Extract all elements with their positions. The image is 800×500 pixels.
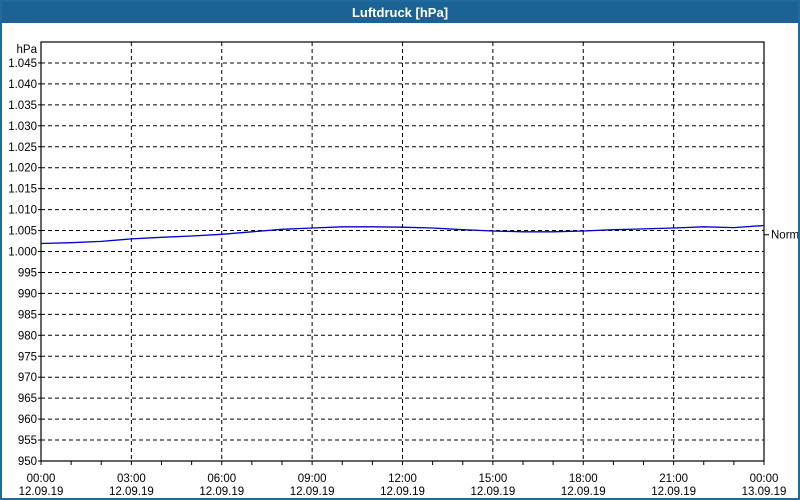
y-tick-label: 990 xyxy=(18,288,37,300)
x-tick-date-label: 12.09.19 xyxy=(19,486,64,498)
y-tick-label: 1.045 xyxy=(8,58,37,70)
x-tick-time-label: 06:00 xyxy=(207,473,236,485)
x-tick-date-label: 12.09.19 xyxy=(561,486,606,498)
y-tick-label: 1.010 xyxy=(8,205,37,217)
y-tick-label: 1.020 xyxy=(8,163,37,175)
x-tick-time-label: 18:00 xyxy=(569,473,598,485)
normal-marker-label: Normal xyxy=(771,230,798,242)
y-tick-label: 960 xyxy=(18,414,37,426)
y-axis-unit-label: hPa xyxy=(17,44,38,56)
x-tick-date-label: 12.09.19 xyxy=(109,486,154,498)
x-tick-date-label: 12.09.19 xyxy=(651,486,696,498)
y-tick-label: 985 xyxy=(18,309,37,321)
y-tick-label: 1.000 xyxy=(8,247,37,259)
plot-border xyxy=(40,41,765,462)
x-tick-time-label: 00:00 xyxy=(750,473,779,485)
x-tick-time-label: 09:00 xyxy=(298,473,327,485)
y-tick-label: 1.040 xyxy=(8,79,37,91)
window-title: Luftdruck [hPa] xyxy=(351,5,449,20)
y-tick-label: 1.025 xyxy=(8,142,37,154)
y-tick-label: 1.005 xyxy=(8,226,37,238)
x-tick-time-label: 03:00 xyxy=(117,473,146,485)
y-tick-label: 975 xyxy=(18,351,37,363)
y-tick-label: 995 xyxy=(18,267,37,279)
y-tick-label: 1.030 xyxy=(8,121,37,133)
x-tick-date-label: 13.09.19 xyxy=(742,486,787,498)
x-tick-date-label: 12.09.19 xyxy=(470,486,515,498)
pressure-series-line xyxy=(40,224,765,245)
x-tick-date-label: 12.09.19 xyxy=(199,486,244,498)
x-tick-time-label: 00:00 xyxy=(27,473,56,485)
y-tick-label: 950 xyxy=(18,456,37,468)
y-tick-label: 1.015 xyxy=(8,184,37,196)
x-tick-time-label: 21:00 xyxy=(659,473,688,485)
window-titlebar: Luftdruck [hPa] xyxy=(2,2,798,23)
y-tick-label: 965 xyxy=(18,393,37,405)
y-tick-label: 955 xyxy=(18,435,37,447)
x-tick-date-label: 12.09.19 xyxy=(290,486,335,498)
x-tick-date-label: 12.09.19 xyxy=(380,486,425,498)
y-tick-label: 970 xyxy=(18,372,37,384)
y-tick-label: 980 xyxy=(18,330,37,342)
y-tick-label: 1.035 xyxy=(8,100,37,112)
x-tick-time-label: 12:00 xyxy=(388,473,417,485)
x-tick-time-label: 15:00 xyxy=(478,473,507,485)
